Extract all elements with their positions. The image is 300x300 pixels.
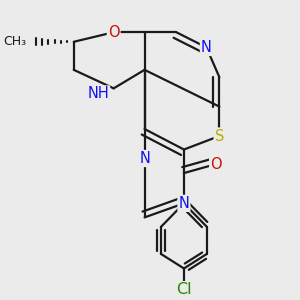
Text: N: N xyxy=(139,151,150,166)
Text: N: N xyxy=(178,196,189,211)
Text: NH: NH xyxy=(87,86,109,101)
Text: O: O xyxy=(108,25,119,40)
Text: CH₃: CH₃ xyxy=(3,35,26,48)
Text: O: O xyxy=(210,157,222,172)
Text: S: S xyxy=(215,128,224,143)
Text: N: N xyxy=(201,40,212,55)
Text: Cl: Cl xyxy=(176,282,192,297)
